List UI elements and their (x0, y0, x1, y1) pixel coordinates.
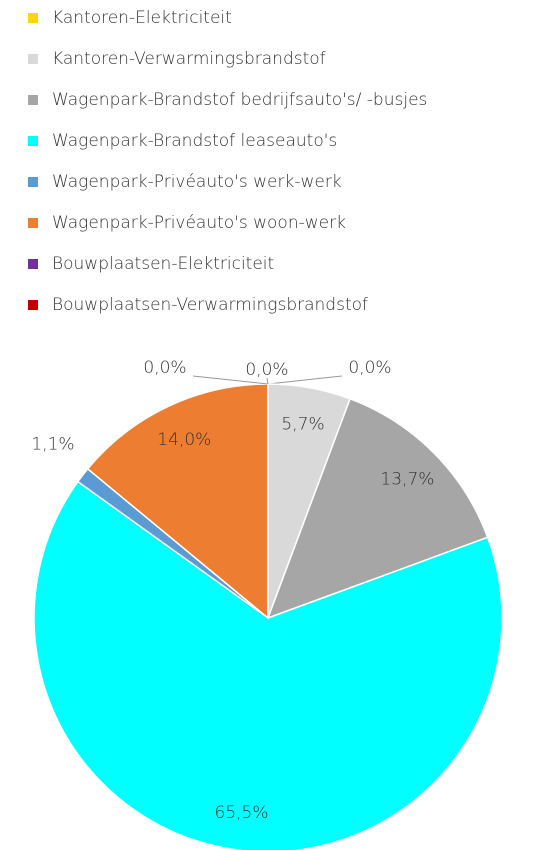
data-label: 5,7% (281, 415, 324, 435)
legend-label: Kantoren-Elektriciteit (52, 8, 232, 28)
leader-line (267, 375, 343, 385)
legend-label: Bouwplaatsen-Verwarmingsbrandstof (52, 295, 368, 315)
pie-slice (86, 383, 269, 620)
leader-line (192, 375, 269, 385)
legend-swatch (28, 259, 38, 269)
legend-label: Wagenpark-Brandstof leaseauto's (52, 131, 337, 151)
pie-slice (266, 397, 489, 620)
legend-swatch (28, 54, 38, 64)
legend-label: Wagenpark-Brandstof bedrijfsauto's/ -bus… (52, 90, 427, 110)
legend-swatch (28, 136, 38, 146)
legend-label: Wagenpark-Privéauto's werk-werk (52, 172, 342, 192)
leader-line (266, 377, 269, 385)
legend-label: Bouwplaatsen-Elektriciteit (52, 254, 274, 274)
legend-swatch (28, 95, 38, 105)
legend-swatch (28, 300, 38, 310)
data-label: 0,0% (245, 360, 288, 380)
data-label: 0,0% (348, 358, 391, 378)
legend-swatch (28, 13, 38, 23)
legend-swatch (28, 218, 38, 228)
data-label: 13,7% (380, 469, 434, 489)
legend-swatch (28, 177, 38, 187)
data-label: 0,0% (143, 358, 186, 378)
data-label: 14,0% (157, 430, 211, 450)
legend-label: Kantoren-Verwarmingsbrandstof (52, 49, 326, 69)
data-label: 1,1% (31, 434, 74, 454)
legend-label: Wagenpark-Privéauto's woon-werk (52, 213, 346, 233)
data-label: 65,5% (215, 803, 269, 823)
